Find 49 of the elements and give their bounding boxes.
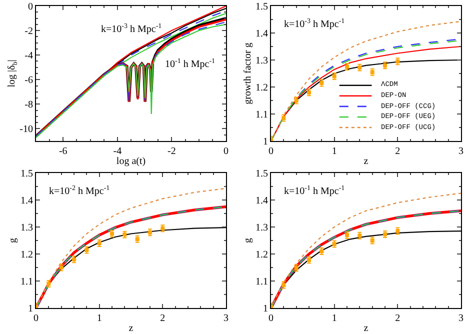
y-tick-label: 1 bbox=[28, 304, 33, 314]
y-tick-label: -6 bbox=[24, 75, 33, 86]
x-tick-label: 3 bbox=[224, 313, 228, 324]
y-tick-label: 1.4 bbox=[256, 28, 268, 40]
y-tick-label: 1.1 bbox=[20, 276, 33, 288]
y-tick-label: 1.3 bbox=[20, 222, 33, 234]
x-tick-label: 3 bbox=[458, 313, 464, 324]
y-tick-label: 1.4 bbox=[256, 196, 268, 206]
y-tick-label: 1 bbox=[263, 304, 268, 314]
y-axis-title: g bbox=[8, 238, 18, 243]
y-tick-label: 1.4 bbox=[20, 196, 33, 206]
annotation: 10$^{-1}$ h Mpc$^{-1}$ bbox=[165, 57, 216, 70]
x-tick-label: 1 bbox=[96, 313, 102, 324]
y-tick-label: 1.3 bbox=[256, 56, 268, 66]
y-tick-label: 1.5 bbox=[20, 168, 33, 180]
x-axis-title: log a(t) bbox=[116, 156, 146, 167]
y-tick-label: 1.3 bbox=[256, 222, 268, 234]
x-tick-label: 2 bbox=[395, 313, 400, 324]
y-tick-label: -4 bbox=[24, 50, 33, 62]
y-tick-label: -8 bbox=[24, 100, 33, 111]
annotation: k=10$^{-1}$ h Mpc$^{-1}$ bbox=[284, 184, 346, 198]
y-tick-label: -10 bbox=[20, 124, 33, 136]
y-tick-label: 0 bbox=[28, 2, 33, 12]
x-tick-label: 3 bbox=[458, 146, 464, 157]
x-tick-label: 1 bbox=[332, 146, 337, 157]
y-tick-label: 1 bbox=[263, 136, 268, 148]
x-tick-label: 0 bbox=[224, 146, 228, 157]
x-tick-label: 1 bbox=[332, 313, 337, 324]
x-axis-title: z bbox=[364, 323, 369, 334]
x-tick-label: -2 bbox=[168, 146, 176, 157]
y-tick-label: 1.2 bbox=[256, 82, 268, 94]
y-axis-title: g bbox=[242, 238, 254, 243]
y-tick-label: 1.1 bbox=[256, 110, 268, 120]
y-tick-label: 1.5 bbox=[256, 2, 268, 12]
x-axis-title: z bbox=[128, 323, 134, 334]
x-tick-label: 2 bbox=[395, 146, 400, 157]
y-tick-label: 1.5 bbox=[256, 168, 268, 180]
x-tick-label: -4 bbox=[113, 146, 122, 157]
y-tick-label: 1.1 bbox=[256, 276, 268, 288]
y-tick-label: 1.2 bbox=[20, 250, 33, 260]
x-tick-label: 2 bbox=[160, 313, 166, 324]
y-axis-title: growth factor g bbox=[242, 42, 254, 104]
annotation: k=10$^{-3}$ h Mpc$^{-1}$ bbox=[284, 17, 346, 30]
y-tick-label: 1.2 bbox=[256, 250, 268, 260]
x-axis-title: z bbox=[364, 156, 369, 167]
annotation: k=10$^{-2}$ h Mpc$^{-1}$ bbox=[49, 184, 110, 198]
annotation: k=10$^{-3}$ h Mpc$^{-1}$ bbox=[101, 22, 162, 36]
y-tick-label: -2 bbox=[24, 26, 33, 38]
x-tick-label: -6 bbox=[58, 146, 68, 157]
